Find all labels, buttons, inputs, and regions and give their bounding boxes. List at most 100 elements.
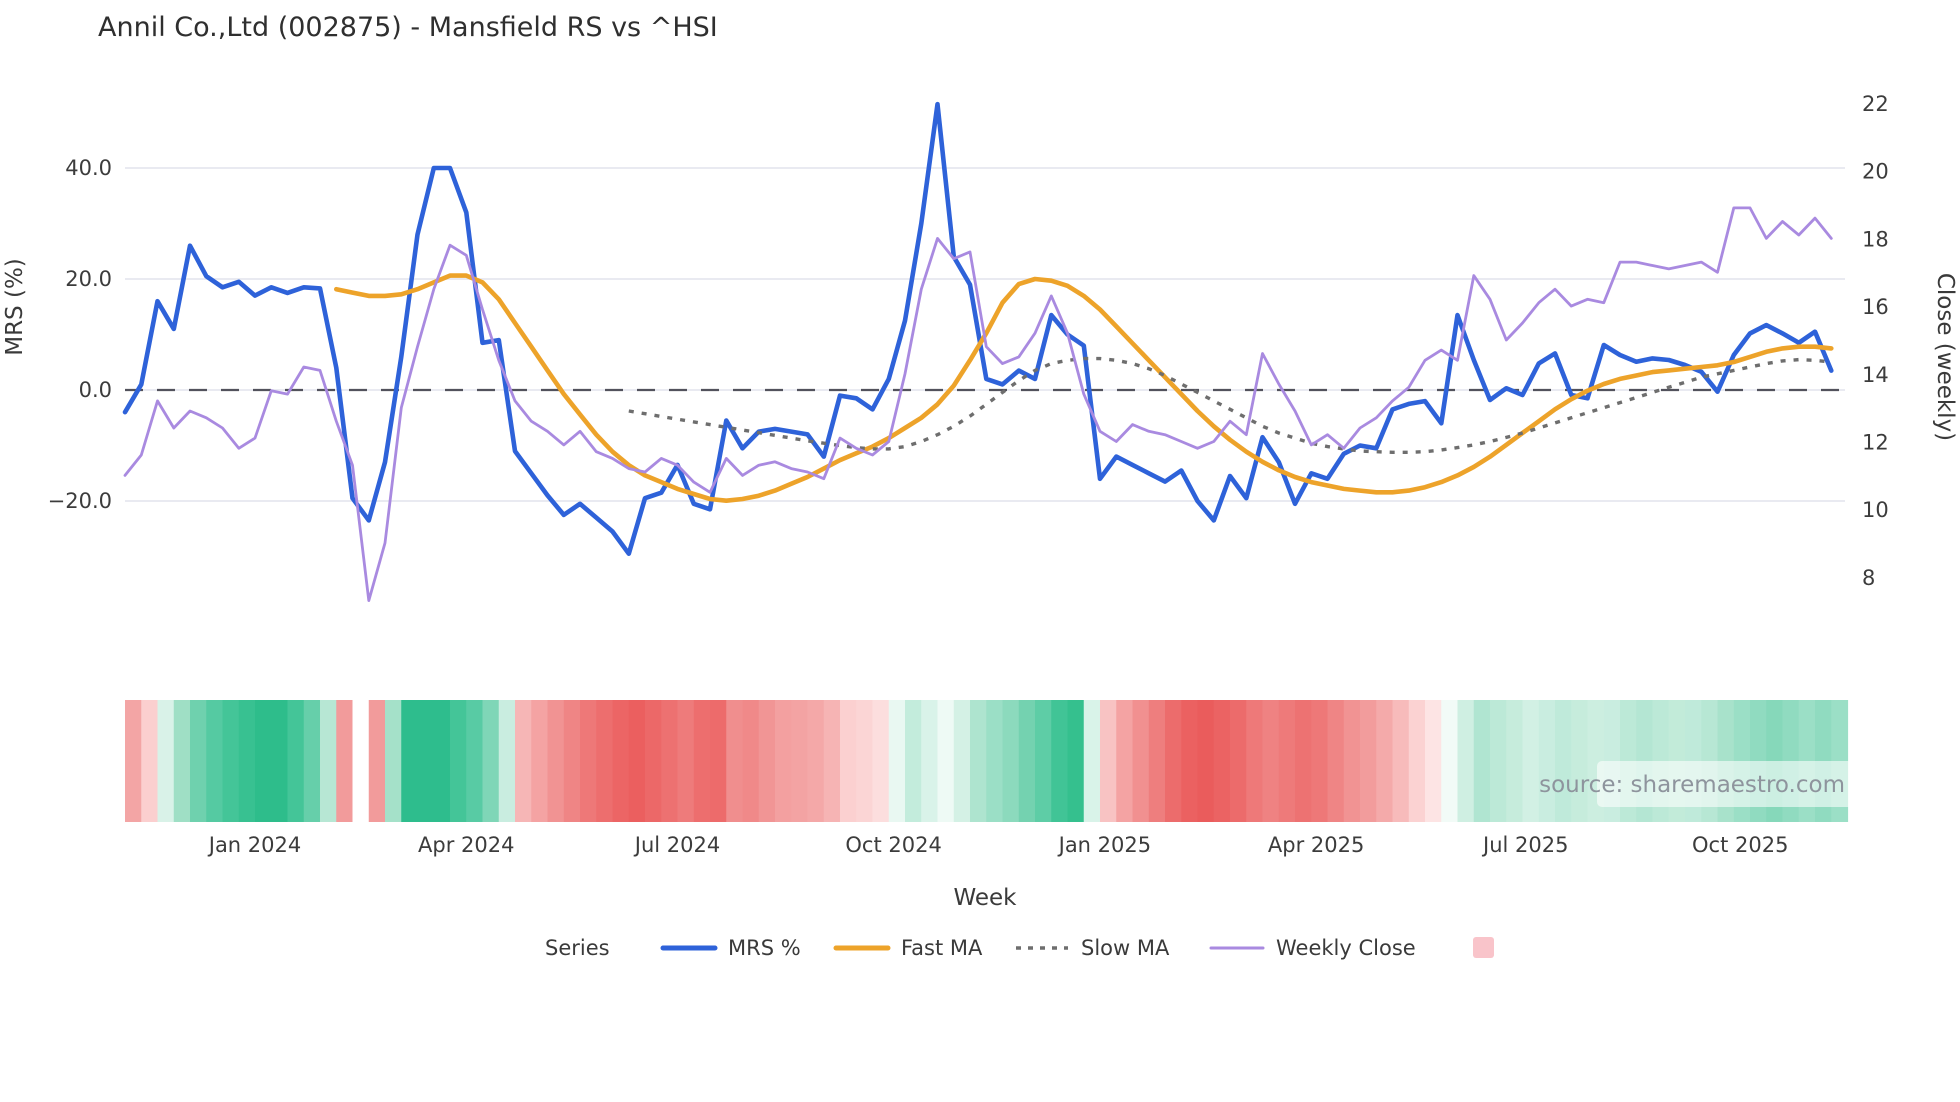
strip-week-cell (970, 700, 987, 822)
strip-week-cell (1441, 700, 1459, 822)
strip-week-cell (612, 700, 630, 822)
strip-week-cell (1473, 700, 1491, 822)
heatmap-strip (125, 700, 1849, 822)
strip-week-cell (141, 700, 159, 822)
strip-week-cell (1132, 700, 1150, 822)
watermark-text: source: sharemaestro.com (1539, 772, 1845, 798)
right-tick-label: 8 (1862, 566, 1875, 590)
watermark-box (1597, 761, 1853, 807)
strip-week-cell (840, 700, 857, 822)
left-tick-label: −20.0 (48, 489, 112, 513)
strip-week-cell (433, 700, 451, 822)
ticks-layer: 40.0 20.0 0.0 −20.0 22 20 18 16 14 12 10 8 Jan 2024 A… (48, 92, 1889, 857)
strip-week-cell (1165, 700, 1182, 822)
strip-week-cell (1262, 700, 1280, 822)
strip-week-cell (466, 700, 484, 822)
strip-week-cell (888, 700, 906, 822)
mrs-line (122, 101, 1834, 557)
strip-week-cell (742, 700, 760, 822)
right-tick-label: 22 (1862, 92, 1889, 116)
strip-week-cell (807, 700, 825, 822)
x-tick-label: Jan 2024 (207, 833, 302, 857)
strip-week-cell (872, 700, 890, 822)
strip-week-cell (758, 700, 776, 822)
strip-week-cell (271, 700, 289, 822)
watermark: source: sharemaestro.com (1539, 761, 1853, 807)
strip-week-cell (1181, 700, 1199, 822)
strip-week-cell (1197, 700, 1215, 822)
x-tick-label: Apr 2024 (418, 833, 514, 857)
strip-week-cell (726, 700, 744, 822)
strip-week-cell (677, 700, 695, 822)
strip-week-cell (693, 700, 711, 822)
strip-week-cell (190, 700, 207, 822)
strip-week-cell (336, 700, 354, 822)
strip-week-cell (1571, 700, 1589, 822)
strip-week-cell (1425, 700, 1442, 822)
right-tick-label: 14 (1862, 363, 1889, 387)
series-layer (122, 101, 1834, 602)
legend-item-label: Weekly Close (1276, 936, 1416, 960)
legend-heatmap-swatch (1473, 937, 1494, 958)
strip-week-cell (157, 700, 175, 822)
strip-week-cell (1278, 700, 1296, 822)
x-tick-label: Apr 2025 (1268, 833, 1364, 857)
strip-week-cell (1002, 700, 1020, 822)
strip-week-cell (498, 700, 516, 822)
strip-week-cell (531, 700, 549, 822)
strip-week-cell (1213, 700, 1231, 822)
strip-week-cell (417, 700, 435, 822)
left-axis-title: MRS (%) (2, 258, 28, 356)
strip-week-cell (368, 700, 386, 822)
x-tick-label: Jul 2024 (633, 833, 720, 857)
strip-week-cell (1327, 700, 1345, 822)
strip-week-cell (921, 700, 939, 822)
strip-week-cell (125, 700, 142, 822)
strip-week-cell (450, 700, 467, 822)
x-tick-label: Oct 2024 (845, 833, 941, 857)
strip-week-cell (1035, 700, 1052, 822)
strip-week-cell (1506, 700, 1524, 822)
strip-week-cell (352, 700, 370, 822)
right-tick-label: 10 (1862, 498, 1889, 522)
strip-week-cell (1295, 700, 1312, 822)
right-tick-label: 20 (1862, 160, 1889, 184)
x-tick-label: Oct 2025 (1692, 833, 1788, 857)
strip-week-cell (1148, 700, 1166, 822)
strip-week-cell (1230, 700, 1247, 822)
slow-ma-line (628, 356, 1832, 454)
left-tick-label: 0.0 (79, 378, 112, 402)
strip-week-cell (596, 700, 614, 822)
legend-item-label: Fast MA (901, 936, 983, 960)
strip-week-cell (515, 700, 532, 822)
strip-week-cell (791, 700, 809, 822)
strip-week-cell (563, 700, 581, 822)
strip-week-cell (320, 700, 337, 822)
right-tick-label: 16 (1862, 295, 1889, 319)
strip-week-cell (238, 700, 256, 822)
strip-week-cell (856, 700, 874, 822)
right-axis-title: Close (weekly) (1932, 273, 1958, 441)
strip-week-cell (1311, 700, 1329, 822)
strip-week-cell (645, 700, 662, 822)
weekly-close-line (123, 206, 1833, 602)
strip-week-cell (937, 700, 955, 822)
legend-title: Series (545, 936, 610, 960)
strip-week-cell (628, 700, 646, 822)
strip-week-cell (1116, 700, 1134, 822)
strip-week-cell (255, 700, 272, 822)
strip-week-cell (775, 700, 792, 822)
strip-week-cell (1392, 700, 1410, 822)
strip-week-cell (287, 700, 305, 822)
x-axis-title: Week (953, 885, 1017, 911)
right-tick-label: 18 (1862, 227, 1889, 251)
strip-week-cell (385, 700, 402, 822)
strip-week-cell (1051, 700, 1069, 822)
x-tick-label: Jan 2025 (1057, 833, 1152, 857)
strip-week-cell (1018, 700, 1036, 822)
strip-week-cell (1538, 700, 1556, 822)
strip-week-cell (823, 700, 841, 822)
left-tick-label: 20.0 (65, 267, 112, 291)
strip-week-cell (206, 700, 224, 822)
